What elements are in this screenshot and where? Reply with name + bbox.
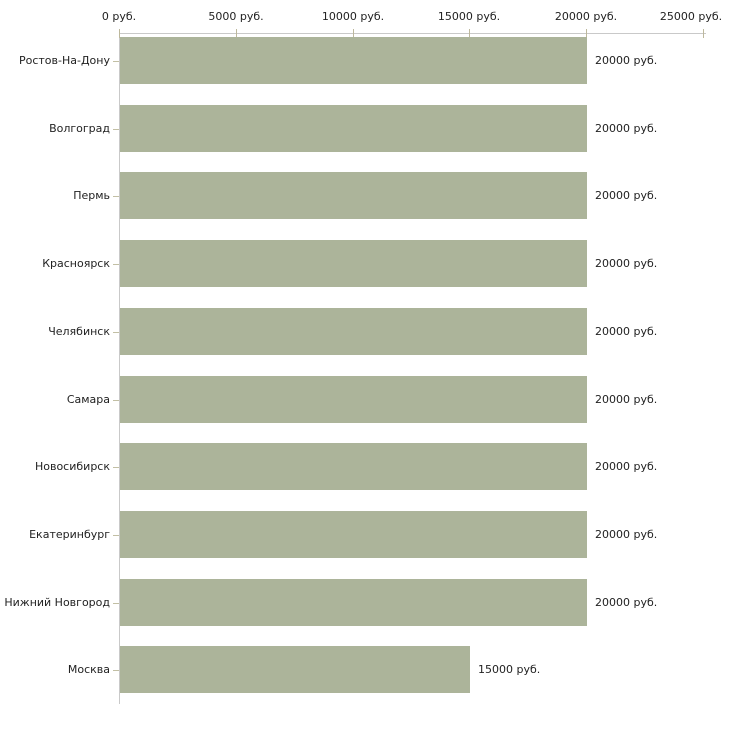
bar-value-label: 20000 руб. [595,325,658,338]
x-axis-line [119,33,706,34]
bar-value-label: 20000 руб. [595,393,658,406]
x-axis-tick-mark [469,29,470,38]
bar-row: Пермь 20000 руб. [0,168,730,236]
bar-row: Волгоград 20000 руб. [0,101,730,169]
x-axis-tick-mark [236,29,237,38]
bar [120,646,470,693]
category-tick-mark [113,196,119,197]
bar [120,511,587,558]
bar-row: Екатеринбург 20000 руб. [0,507,730,575]
bar [120,443,587,490]
bar-value-label: 20000 руб. [595,528,658,541]
bar-row: Нижний Новгород 20000 руб. [0,575,730,643]
bar-row: Красноярск 20000 руб. [0,236,730,304]
x-axis-tick-label: 15000 руб. [437,10,501,23]
category-label: Челябинск [48,325,110,338]
x-axis-tick-mark [353,29,354,38]
category-tick-mark [113,603,119,604]
x-axis-tick-mark [703,29,704,38]
bar [120,579,587,626]
category-tick-mark [113,400,119,401]
category-label: Самара [66,393,110,406]
bar-row: Самара 20000 руб. [0,372,730,440]
category-label: Новосибирск [34,460,110,473]
bar [120,37,587,84]
bar-value-label: 20000 руб. [595,460,658,473]
x-axis-tick-label: 20000 руб. [554,10,618,23]
x-axis-tick-label: 0 руб. [101,10,137,23]
category-tick-mark [113,535,119,536]
category-tick-mark [113,264,119,265]
category-label: Москва [67,663,110,676]
bar [120,308,587,355]
bar [120,105,587,152]
bar [120,172,587,219]
bar-value-label: 20000 руб. [595,54,658,67]
y-axis-line [119,33,120,704]
bar [120,240,587,287]
bar [120,376,587,423]
x-axis-tick-label: 25000 руб. [659,10,723,23]
bar-value-label: 20000 руб. [595,189,658,202]
category-tick-mark [113,467,119,468]
x-axis-tick-mark [586,29,587,38]
category-label: Красноярск [42,257,110,270]
bar-row: Челябинск 20000 руб. [0,304,730,372]
category-label: Нижний Новгород [4,596,110,609]
bar-row: Новосибирск 20000 руб. [0,439,730,507]
bar-value-label: 15000 руб. [478,663,541,676]
category-label: Волгоград [49,122,110,135]
category-label: Пермь [73,189,110,202]
category-tick-mark [113,129,119,130]
bar-row: Москва 15000 руб. [0,642,730,710]
category-label: Ростов-На-Дону [18,54,110,67]
x-axis-tick-mark [119,29,120,38]
x-axis-tick-label: 5000 руб. [208,10,264,23]
category-tick-mark [113,670,119,671]
bar-row: Ростов-На-Дону 20000 руб. [0,33,730,101]
bar-value-label: 20000 руб. [595,257,658,270]
x-axis-tick-label: 10000 руб. [321,10,385,23]
bar-value-label: 20000 руб. [595,596,658,609]
category-tick-mark [113,61,119,62]
category-label: Екатеринбург [29,528,110,541]
category-tick-mark [113,332,119,333]
bar-value-label: 20000 руб. [595,122,658,135]
